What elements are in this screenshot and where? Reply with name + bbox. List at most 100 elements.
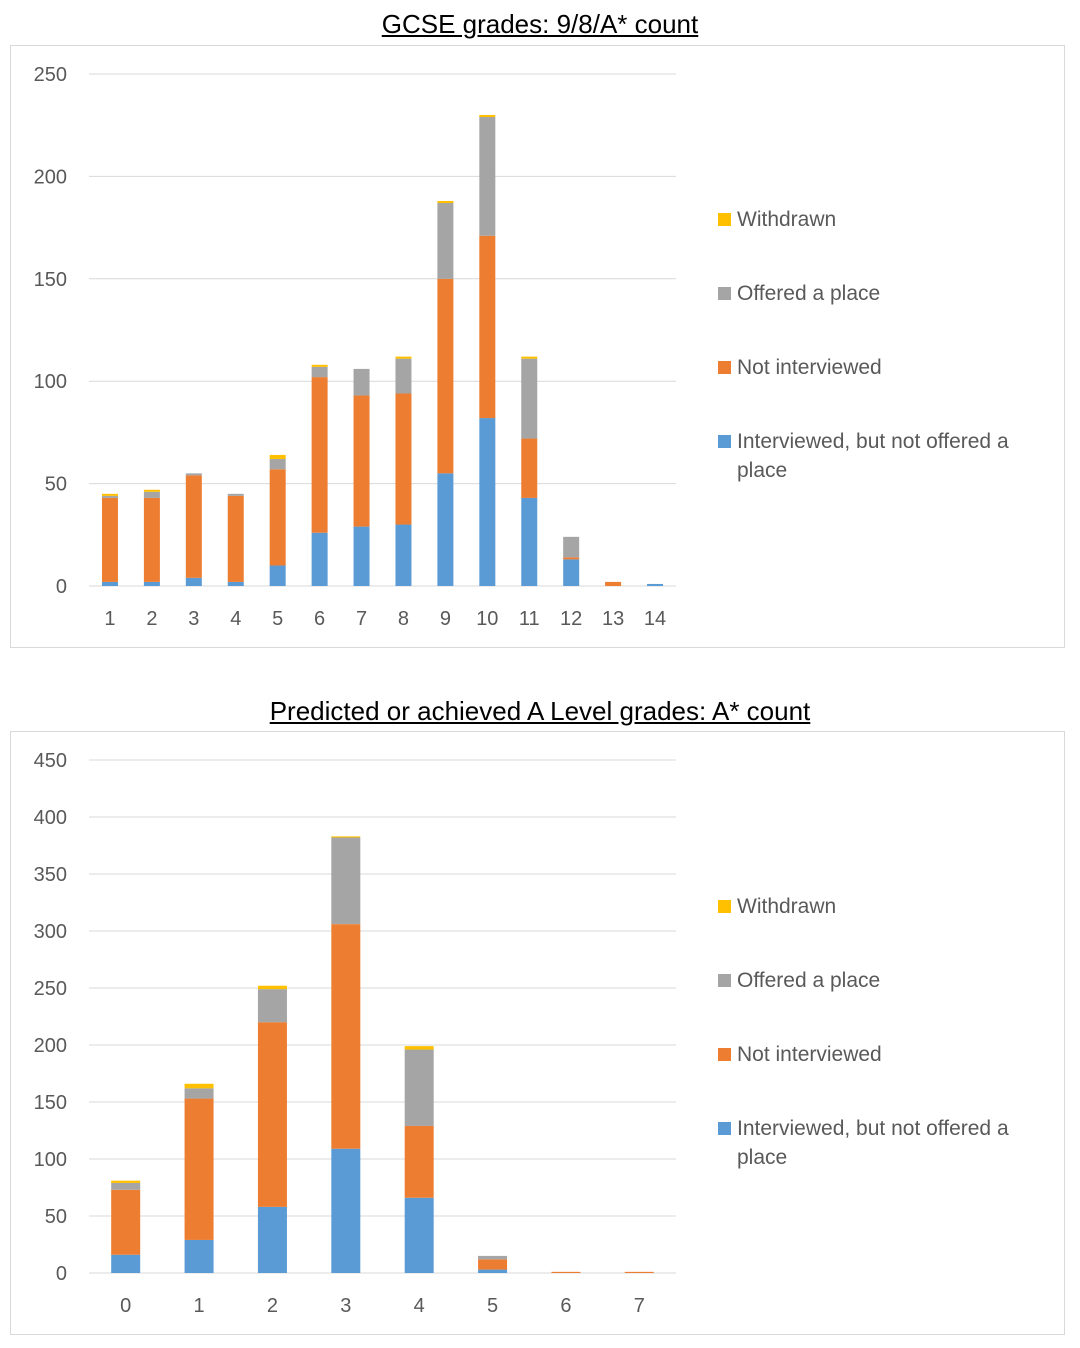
alevel-bar-segment xyxy=(111,1254,141,1273)
gcse-x-tick-label: 5 xyxy=(272,608,283,630)
legend-swatch-not-interviewed xyxy=(718,1048,731,1061)
gcse-y-tick-label: 200 xyxy=(34,166,67,188)
gcse-x-tick-label: 11 xyxy=(519,608,540,630)
gcse-bar-segment xyxy=(143,491,160,498)
alevel-bar-segment xyxy=(331,924,361,1149)
gcse-bar-segment xyxy=(521,497,538,586)
gcse-bar-segment xyxy=(521,358,538,439)
gcse-bar-segment xyxy=(227,493,244,496)
alevel-bar-segment xyxy=(257,985,287,990)
gcse-x-tick-label: 6 xyxy=(314,608,325,630)
gcse-bar-segment xyxy=(311,532,328,586)
gcse-bar-segment xyxy=(269,469,286,566)
gcse-bar-segment xyxy=(479,418,496,586)
gcse-bar-segment xyxy=(353,395,370,527)
gcse-bar-segment xyxy=(395,356,412,359)
alevel-x-tick-label: 1 xyxy=(194,1295,205,1317)
alevel-bar-segment xyxy=(404,1125,434,1198)
legend-swatch-offered xyxy=(718,287,731,300)
alevel-bar-segment xyxy=(551,1271,581,1273)
alevel-bar-segment xyxy=(184,1239,214,1273)
legend-label-withdrawn: Withdrawn xyxy=(737,895,837,918)
gcse-y-tick-label: 100 xyxy=(34,371,67,393)
legend-swatch-withdrawn xyxy=(718,213,731,226)
legend-swatch-interviewed xyxy=(718,435,731,448)
alevel-bar-segment xyxy=(331,837,361,925)
legend-label-offered: Offered a place xyxy=(737,969,881,992)
alevel-bar-segment xyxy=(331,1148,361,1273)
legend-label-interviewed: Interviewed, but not offered a place xyxy=(737,1117,1009,1169)
gcse-bar-segment xyxy=(311,364,328,367)
legend-item-interviewed: Interviewed, but not offered a place xyxy=(718,427,1057,485)
legend-label-withdrawn: Withdrawn xyxy=(737,208,837,231)
gcse-bar-segment xyxy=(353,368,370,396)
alevel-y-tick-label: 150 xyxy=(34,1092,67,1114)
legend-swatch-offered xyxy=(718,974,731,987)
legend-item-withdrawn: Withdrawn xyxy=(718,892,1057,921)
gcse-bar-segment xyxy=(479,235,496,419)
gcse-bar-segment xyxy=(185,475,202,578)
chart-area-gcse xyxy=(10,45,1065,648)
alevel-bar-segment xyxy=(624,1271,654,1273)
gcse-x-tick-label: 13 xyxy=(602,608,624,630)
gcse-bar-segment xyxy=(311,377,328,533)
gcse-bar-segment xyxy=(395,393,412,525)
gcse-bar-segment xyxy=(395,524,412,586)
alevel-y-tick-label: 0 xyxy=(56,1263,67,1285)
legend-swatch-not-interviewed xyxy=(718,361,731,374)
gcse-x-tick-label: 14 xyxy=(644,608,666,630)
legend-label-not-interviewed: Not interviewed xyxy=(737,356,882,379)
gcse-x-tick-label: 8 xyxy=(398,608,409,630)
alevel-bar-segment xyxy=(184,1098,214,1240)
alevel-bar-segment xyxy=(257,989,287,1023)
gcse-bar-segment xyxy=(563,559,580,586)
alevel-y-tick-label: 450 xyxy=(34,750,67,772)
alevel-y-tick-label: 300 xyxy=(34,921,67,943)
gcse-bar-segment xyxy=(353,526,370,586)
alevel-y-tick-label: 350 xyxy=(34,864,67,886)
gcse-bar-segment xyxy=(269,565,286,586)
gcse-bar-segment xyxy=(605,581,622,586)
alevel-y-tick-label: 50 xyxy=(45,1206,67,1228)
legend-item-not-interviewed: Not interviewed xyxy=(718,1040,1057,1069)
gcse-y-tick-label: 50 xyxy=(45,474,67,496)
alevel-y-tick-label: 200 xyxy=(34,1035,67,1057)
gcse-bar-segment xyxy=(101,493,118,496)
gcse-x-tick-label: 10 xyxy=(476,608,498,630)
gcse-x-tick-label: 12 xyxy=(560,608,582,630)
gcse-bar-segment xyxy=(521,356,538,359)
chart-title-gcse: GCSE grades: 9/8/A* count xyxy=(381,9,699,39)
alevel-y-tick-label: 100 xyxy=(34,1149,67,1171)
gcse-x-tick-label: 2 xyxy=(146,608,157,630)
gcse-y-tick-label: 150 xyxy=(34,269,67,291)
gcse-x-tick-label: 9 xyxy=(440,608,451,630)
gcse-bar-segment xyxy=(101,495,118,498)
legend-label-offered: Offered a place xyxy=(737,282,881,305)
gcse-bar-segment xyxy=(269,459,286,470)
alevel-x-tick-label: 2 xyxy=(267,1295,278,1317)
alevel-bar-segment xyxy=(111,1189,141,1255)
gcse-bar-segment xyxy=(185,577,202,586)
gcse-bar-segment xyxy=(647,583,664,586)
legend-label-interviewed: Interviewed, but not offered a place xyxy=(737,430,1009,482)
alevel-y-tick-label: 250 xyxy=(34,978,67,1000)
alevel-bar-segment xyxy=(111,1182,141,1190)
alevel-bar-segment xyxy=(404,1049,434,1126)
alevel-x-tick-label: 0 xyxy=(120,1295,131,1317)
gcse-x-tick-label: 7 xyxy=(356,608,367,630)
legend-item-not-interviewed: Not interviewed xyxy=(718,353,1057,382)
legend-item-offered: Offered a place xyxy=(718,966,1057,995)
alevel-x-tick-label: 4 xyxy=(414,1295,425,1317)
gcse-bar-segment xyxy=(437,203,454,279)
gcse-bar-segment xyxy=(563,536,580,558)
gcse-bar-segment xyxy=(227,581,244,586)
gcse-bar-segment xyxy=(269,454,286,460)
legend-swatch-interviewed xyxy=(718,1122,731,1135)
alevel-bar-segment xyxy=(404,1197,434,1273)
alevel-bar-segment xyxy=(184,1088,214,1099)
legend-swatch-withdrawn xyxy=(718,900,731,913)
gcse-bar-segment xyxy=(521,438,538,498)
chart-title-alevel: Predicted or achieved A Level grades: A*… xyxy=(269,696,811,726)
alevel-bar-segment xyxy=(478,1269,508,1273)
alevel-x-tick-label: 6 xyxy=(560,1295,571,1317)
